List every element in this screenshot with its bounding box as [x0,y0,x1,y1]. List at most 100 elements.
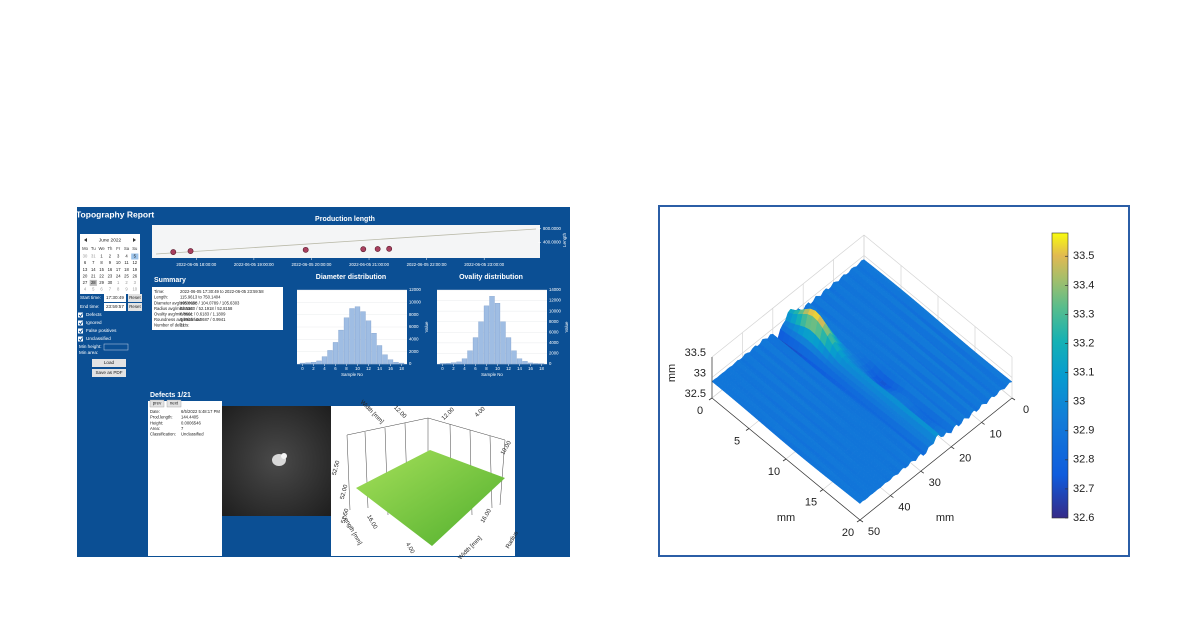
x-tick-label: 8 [485,366,488,371]
summary-value: 105.0658 / 104.0789 / 105.6303 [180,300,240,305]
load-label: Load [104,360,115,365]
save-button[interactable] [92,369,126,377]
trend-line [155,228,537,255]
calendar-day: 27 [83,280,88,285]
calendar-day: 25 [124,273,129,278]
min-height-input[interactable] [103,343,129,351]
x-tick-label: 0 [301,366,304,371]
end-label: End time: [80,304,99,309]
production-y-label: Length [562,233,567,247]
colorbar-tick-label: 33.3 [1073,308,1094,320]
y-tick-label: 10000 [549,308,562,313]
production-title: Production length [315,216,375,223]
reset-button[interactable] [128,294,142,302]
y-tick-label: 8000 [409,312,419,317]
z-axis-label: mm [666,364,678,382]
summary-value: 0.8961 / 0.6183 / 1.1809 [180,312,226,317]
y-tick [890,495,894,498]
min-area-label: Min area: [79,350,98,355]
check-mark [78,329,83,334]
x-axis-label: Sample No [481,372,503,377]
calendar-next[interactable] [133,238,136,242]
weekday: Th [107,246,113,251]
calendar-day: 8 [100,260,103,265]
bar [450,362,457,365]
bar [461,358,468,365]
colorbar-tick-label: 33 [1073,396,1085,408]
summary-box [152,287,283,330]
x-tick-label: 12 [506,366,511,371]
bar [505,337,512,365]
y-tick [1011,397,1016,401]
calendar-day: 30 [83,254,88,259]
bar [321,356,328,365]
y-tick-label: 6000 [409,324,419,329]
end-input[interactable] [104,303,126,311]
checkbox[interactable] [78,328,83,334]
x-tick-label: 18 [399,366,404,371]
calendar-day: 20 [83,273,88,278]
x-tick-label: 10 [768,466,780,478]
x-tick [856,519,861,523]
colorbar-tick-label: 33.4 [1073,279,1094,291]
bar [338,329,344,365]
x-tick [819,489,824,492]
bar [467,350,473,365]
prev-button[interactable] [149,399,165,408]
bar [360,311,366,365]
checkbox[interactable] [78,312,83,318]
x-tick-label: 16 [388,366,393,371]
reset-button[interactable] [128,303,142,311]
x-tick-label: 20 [842,527,854,539]
weekday: Mo [82,246,88,251]
y-tick-label: 10 [989,428,1001,440]
y-tick-label: 0 [409,361,412,366]
x-tick [745,428,750,431]
checkbox[interactable] [78,320,83,326]
calendar-prev[interactable] [84,238,87,242]
calendar-day: 6 [84,260,87,265]
next-button[interactable] [166,399,182,408]
calendar-day: 14 [91,267,96,272]
next-label: next [170,401,179,406]
summary-value: 52.5360 / 52.1918 / 52.8158 [180,306,233,311]
load-button[interactable] [92,359,126,367]
bar [494,303,501,365]
summary-title: Summary [154,277,186,284]
defect-axis-label: 51.50 [341,507,351,524]
defect-value: 0.0006546 [181,420,201,425]
calendar-day: 30 [108,280,113,285]
point [386,245,393,252]
bar [382,354,388,365]
start-input[interactable] [104,294,126,302]
calendar-day: 5 [134,254,137,259]
bar [456,361,462,365]
colorbar [1051,232,1069,519]
defect-value: 6/5/2022 5:48:17 PM [181,409,220,414]
x-tick-label: 14 [377,366,382,371]
calendar-day: 10 [116,260,121,265]
bar [349,308,355,365]
bar [439,363,446,365]
bar [483,305,490,365]
grid-line [711,234,865,358]
x-tick-label: 2022-06-05 18:00:00 [176,262,217,267]
weekday: Tu [91,246,96,251]
x-tick-label: 6 [474,366,477,371]
y-tick-label: 30 [929,477,941,489]
y-tick-label: 4000 [549,340,559,345]
bar [511,350,517,365]
z-tick-label: 33.5 [685,347,706,359]
calendar-day: 4 [125,254,128,259]
checkbox[interactable] [78,336,83,342]
calendar-day: 11 [124,260,129,265]
save-label: Save as PDF [95,370,122,375]
x-tick-label: 16 [528,366,533,371]
defect-axis-label: 52.50 [332,459,342,476]
colorbar-tick-label: 32.8 [1073,454,1094,466]
y-tick-label: 14000 [549,287,562,292]
summary-key: Length: [154,295,168,300]
calendar-day: 23 [108,273,113,278]
calendar-day: 6 [100,287,103,292]
